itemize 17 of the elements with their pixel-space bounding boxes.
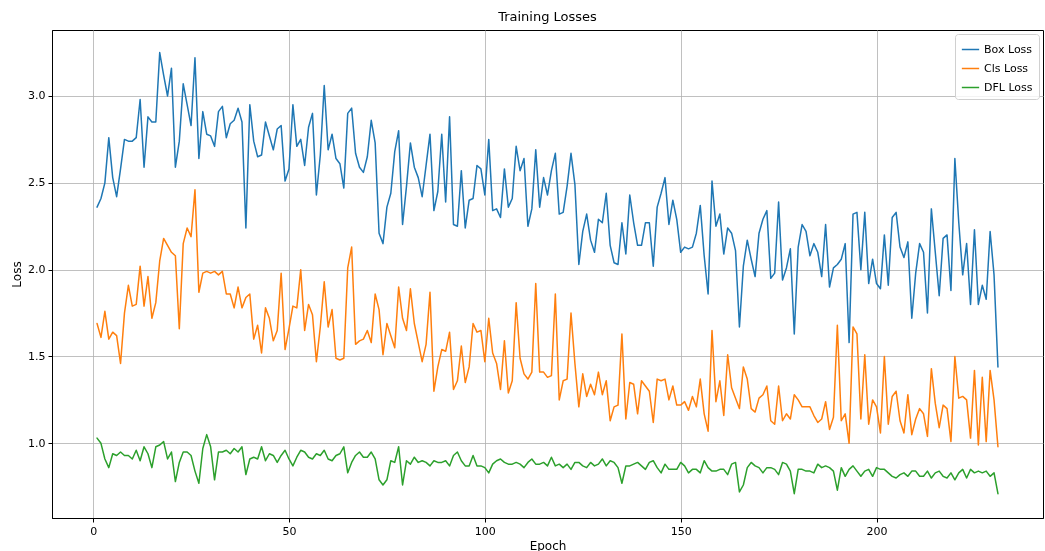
y-tick-label: 1.0 xyxy=(28,436,46,450)
chart-title: Training Losses xyxy=(497,9,598,24)
line-series xyxy=(96,433,999,495)
y-axis-title: Loss xyxy=(10,261,25,288)
y-tick-label: 2.5 xyxy=(28,176,46,190)
y-tick-label: 2.0 xyxy=(28,263,46,277)
x-tick-label: 150 xyxy=(670,524,692,538)
line-series xyxy=(96,189,999,448)
y-tick-label: 3.0 xyxy=(28,89,46,103)
x-tick-label: 0 xyxy=(90,524,98,538)
legend-label: Cls Loss xyxy=(984,61,1029,75)
x-tick-label: 50 xyxy=(282,524,297,538)
x-tick-label: 200 xyxy=(866,524,888,538)
legend-label: DFL Loss xyxy=(984,80,1033,94)
y-tick-label: 1.5 xyxy=(28,349,46,363)
x-tick-label: 100 xyxy=(474,524,496,538)
legend-label: Box Loss xyxy=(984,42,1033,56)
